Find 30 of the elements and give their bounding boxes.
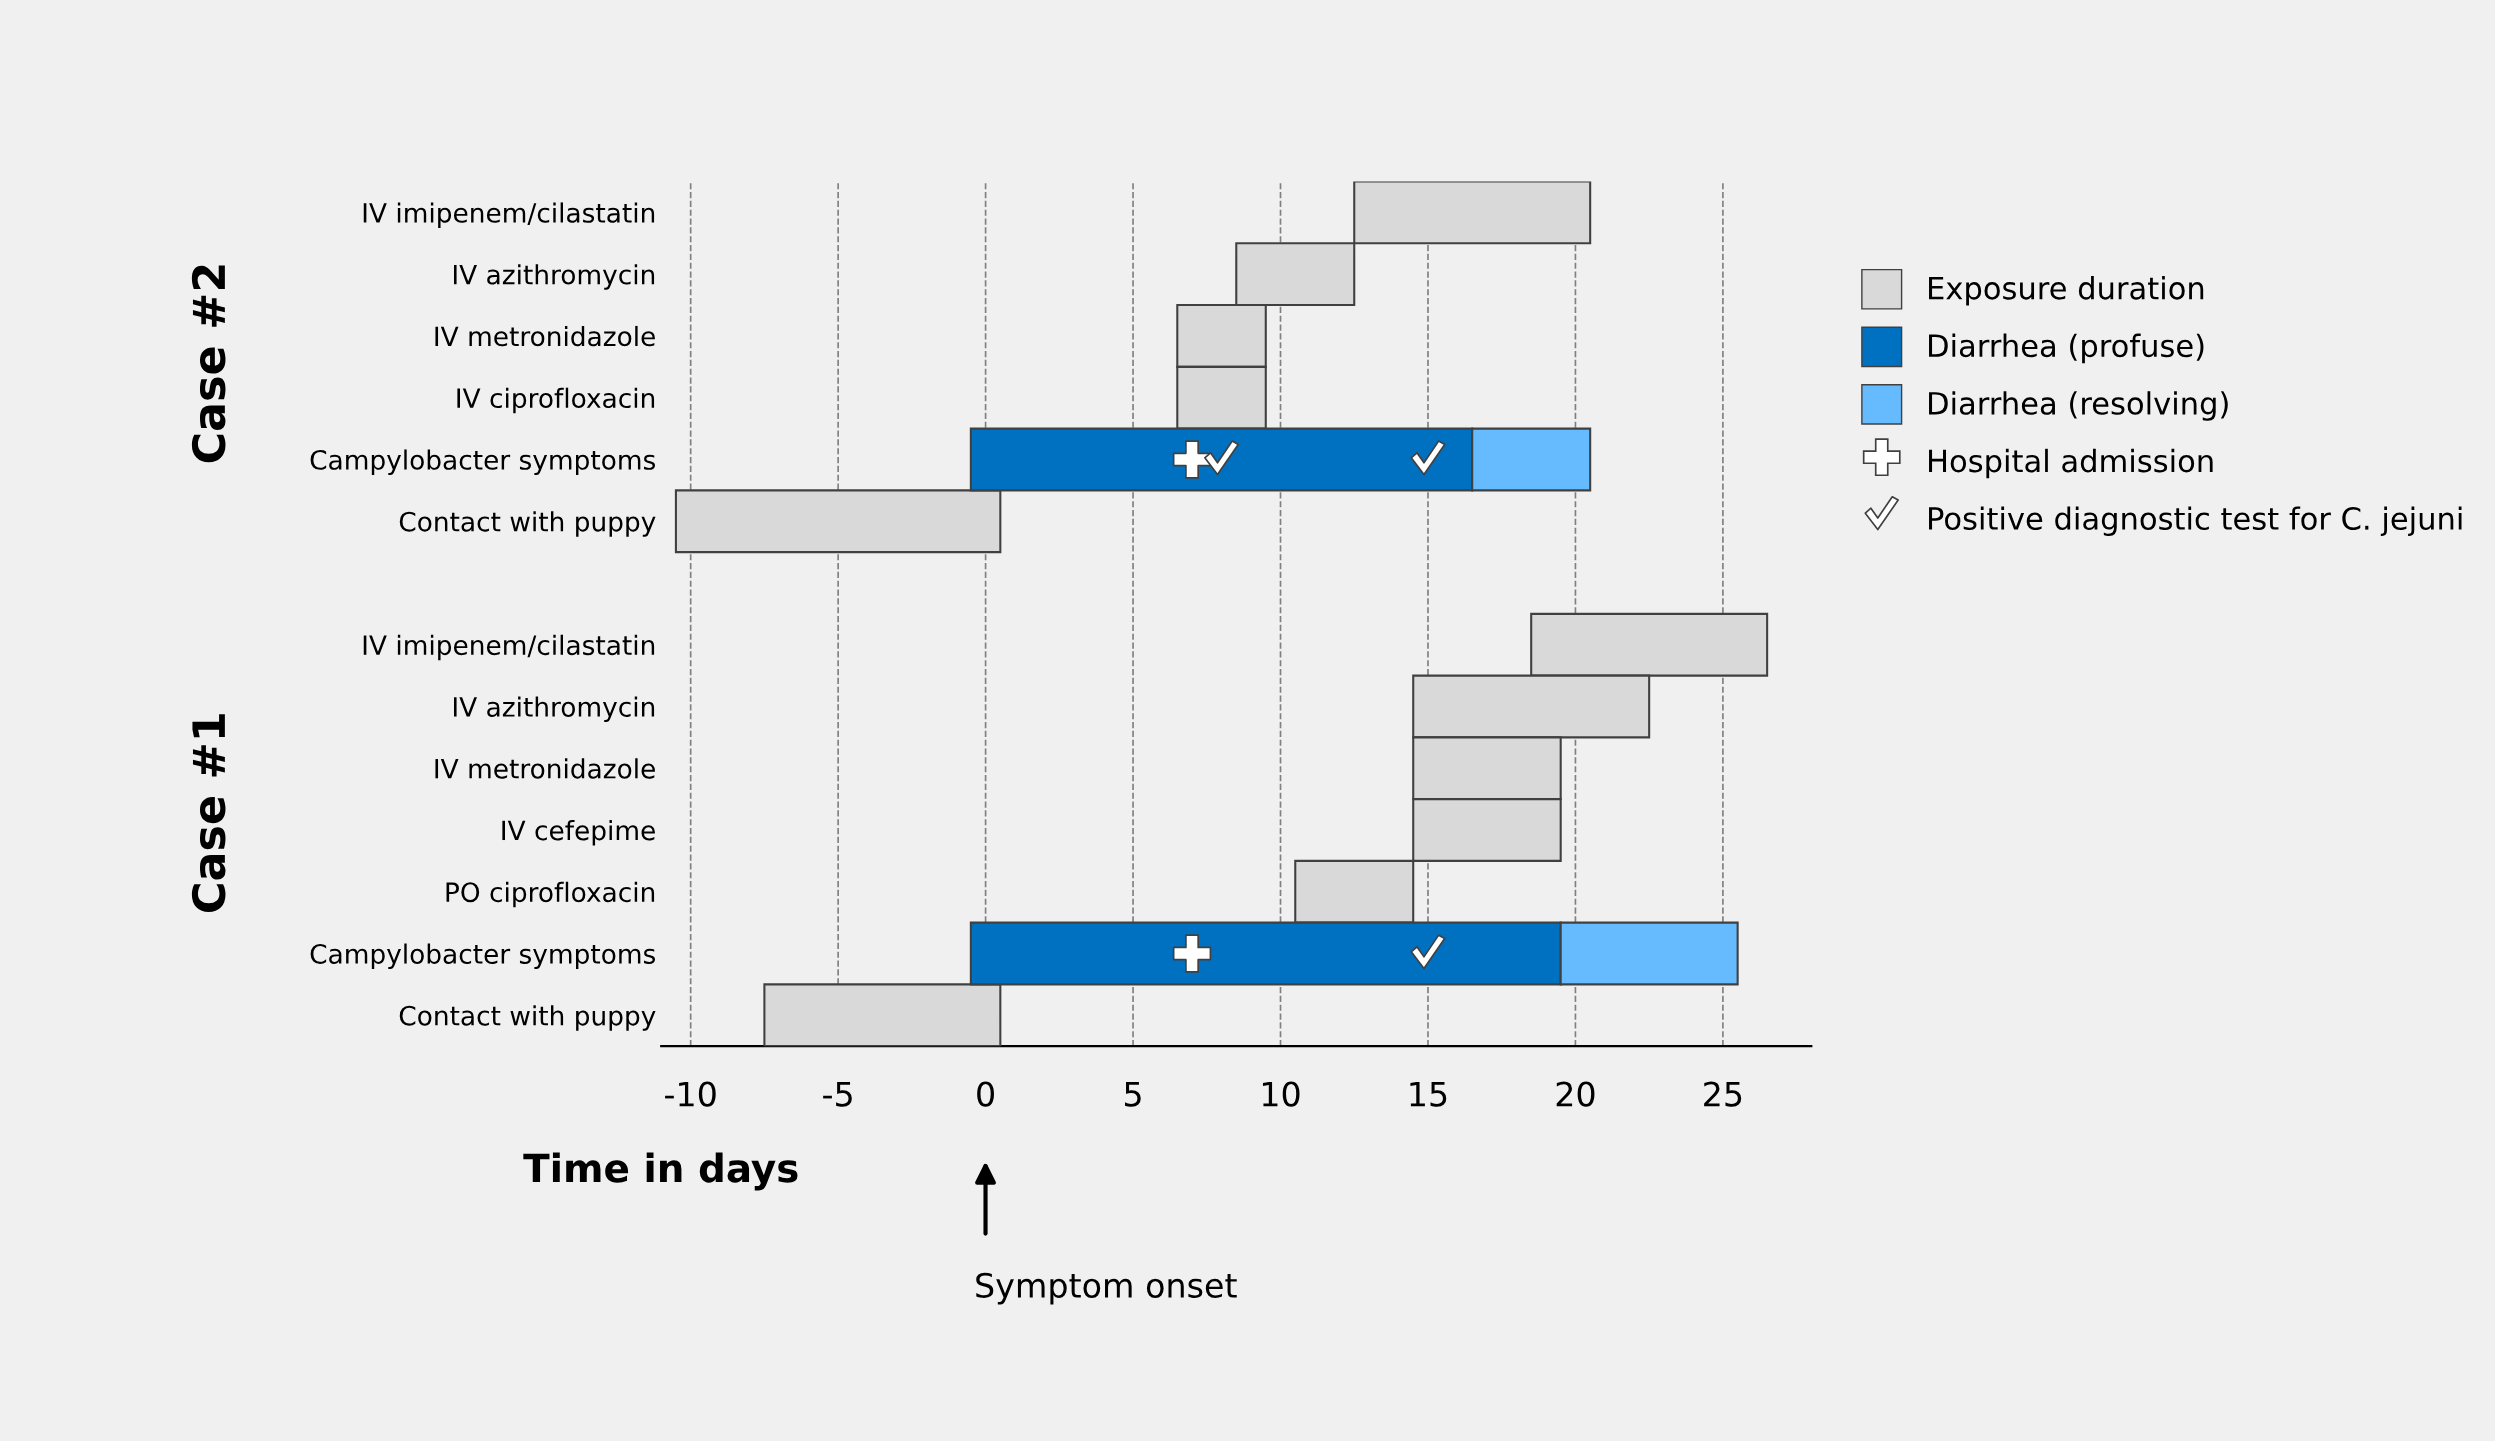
y-tick-label: Contact with puppy	[399, 1005, 656, 1031]
x-tick-label: 10	[1262, 1081, 1300, 1107]
y-tick-label: IV ciprofloxacin	[457, 387, 655, 414]
x-tick-label: -5	[823, 1081, 852, 1107]
legend-label: Hospital admission	[1929, 448, 2213, 479]
y-tick-label: IV cefepime	[502, 819, 655, 846]
y-tick-label: Campylobacter symptoms	[310, 449, 656, 475]
legend-label: Diarrhea (profuse)	[1929, 333, 2204, 364]
x-tick-label: 15	[1410, 1081, 1447, 1107]
legend-label: Diarrhea (resolving)	[1929, 391, 2228, 421]
y-tick-label: IV azithromycin	[453, 264, 655, 290]
text: Case #1	[191, 714, 226, 912]
text: Case #2	[191, 265, 226, 463]
y-tick-label: IV azithromycin	[453, 696, 655, 723]
x-axis-title: Time in days	[523, 1152, 798, 1191]
x-tick-label: 20	[1556, 1081, 1595, 1107]
y-tick-label: Contact with puppy	[399, 511, 656, 537]
legend-label: Exposure duration	[1929, 276, 2204, 306]
y-tick-label: IV metronidazole	[435, 758, 655, 779]
y-tick-label: Campylobacter symptoms	[310, 943, 656, 970]
y-tick-label: IV metronidazole	[435, 325, 655, 347]
x-tick-label: 5	[1125, 1081, 1141, 1107]
y-tick-label: IV imipenem/cilastatin	[363, 634, 655, 661]
x-tick-label: -10	[665, 1081, 716, 1107]
y-tick-label: PO ciprofloxacin	[446, 881, 655, 908]
text: Symptom onset	[976, 1272, 1237, 1305]
y-tick-label: IV imipenem/cilastatin	[363, 202, 655, 228]
x-tick-label: 0	[977, 1081, 994, 1107]
legend-label: Positive diagnostic test for C. jejuni	[1929, 506, 2462, 536]
x-tick-label: 25	[1704, 1081, 1742, 1107]
